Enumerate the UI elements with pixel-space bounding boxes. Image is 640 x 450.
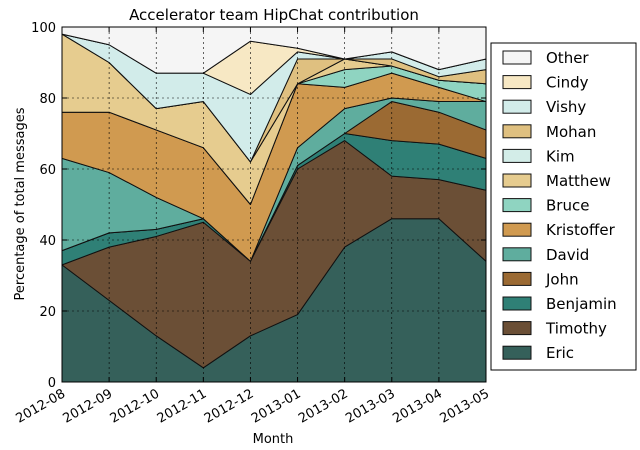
legend-swatch-bruce — [502, 198, 532, 213]
y-tick-label: 20 — [39, 305, 56, 320]
y-tick-label: 60 — [39, 163, 56, 178]
y-tick-label: 40 — [39, 234, 56, 249]
legend-swatch-mohan — [502, 124, 532, 139]
legend-label-bruce: Bruce — [546, 197, 589, 215]
legend-swatch-kristoffer — [502, 222, 532, 237]
legend-label-benjamin: Benjamin — [546, 295, 617, 313]
legend-swatch-other — [502, 50, 532, 65]
y-axis: 0 20 40 60 80 100 — [31, 21, 486, 391]
legend-label-vishy: Vishy — [546, 98, 586, 116]
area-layer — [61, 26, 487, 383]
legend-swatch-eric — [502, 345, 532, 360]
legend-label-matthew: Matthew — [546, 172, 611, 190]
x-tick-label: 2012-10 — [108, 386, 163, 426]
legend-label-cindy: Cindy — [546, 74, 589, 92]
x-tick-label: 2012-08 — [13, 386, 68, 426]
legend-label-eric: Eric — [546, 344, 574, 362]
legend-label-david: David — [546, 246, 589, 264]
legend-swatch-benjamin — [502, 296, 532, 311]
legend-label-john: John — [545, 270, 579, 288]
x-tick-label: 2012-12 — [202, 386, 257, 426]
x-tick-label: 2013-05 — [437, 386, 492, 426]
legend-label-kristoffer: Kristoffer — [546, 221, 616, 239]
x-tick-label: 2013-03 — [343, 386, 398, 426]
grid-lines — [62, 27, 486, 382]
y-tick-label: 0 — [48, 376, 56, 391]
legend-swatch-john — [502, 271, 532, 286]
legend-label-timothy: Timothy — [545, 320, 607, 338]
legend-swatch-kim — [502, 148, 532, 163]
legend: Other Cindy Vishy Mohan Kim Matthew Bruce Krist… — [490, 42, 637, 371]
x-tick-label: 2012-09 — [61, 386, 116, 426]
y-axis-label: Percentage of total messages — [13, 107, 28, 300]
x-tick-label: 2013-04 — [390, 386, 445, 426]
legend-label-kim: Kim — [546, 147, 575, 165]
x-tick-label: 2013-01 — [249, 386, 304, 426]
x-tick-label: 2013-02 — [296, 386, 351, 426]
x-tick-label: 2012-11 — [155, 386, 210, 426]
legend-swatch-cindy — [502, 75, 532, 90]
y-tick-label: 80 — [39, 92, 56, 107]
chart-title: Accelerator team HipChat contribution — [129, 6, 419, 24]
legend-label-other: Other — [546, 49, 589, 67]
legend-swatch-vishy — [502, 99, 532, 114]
plot-frame — [61, 26, 487, 383]
x-axis-label: Month — [253, 432, 294, 447]
legend-label-mohan: Mohan — [546, 123, 596, 141]
legend-swatch-timothy — [502, 321, 532, 336]
legend-swatch-david — [502, 247, 532, 262]
y-tick-label: 100 — [31, 21, 56, 36]
legend-swatch-matthew — [502, 173, 532, 188]
